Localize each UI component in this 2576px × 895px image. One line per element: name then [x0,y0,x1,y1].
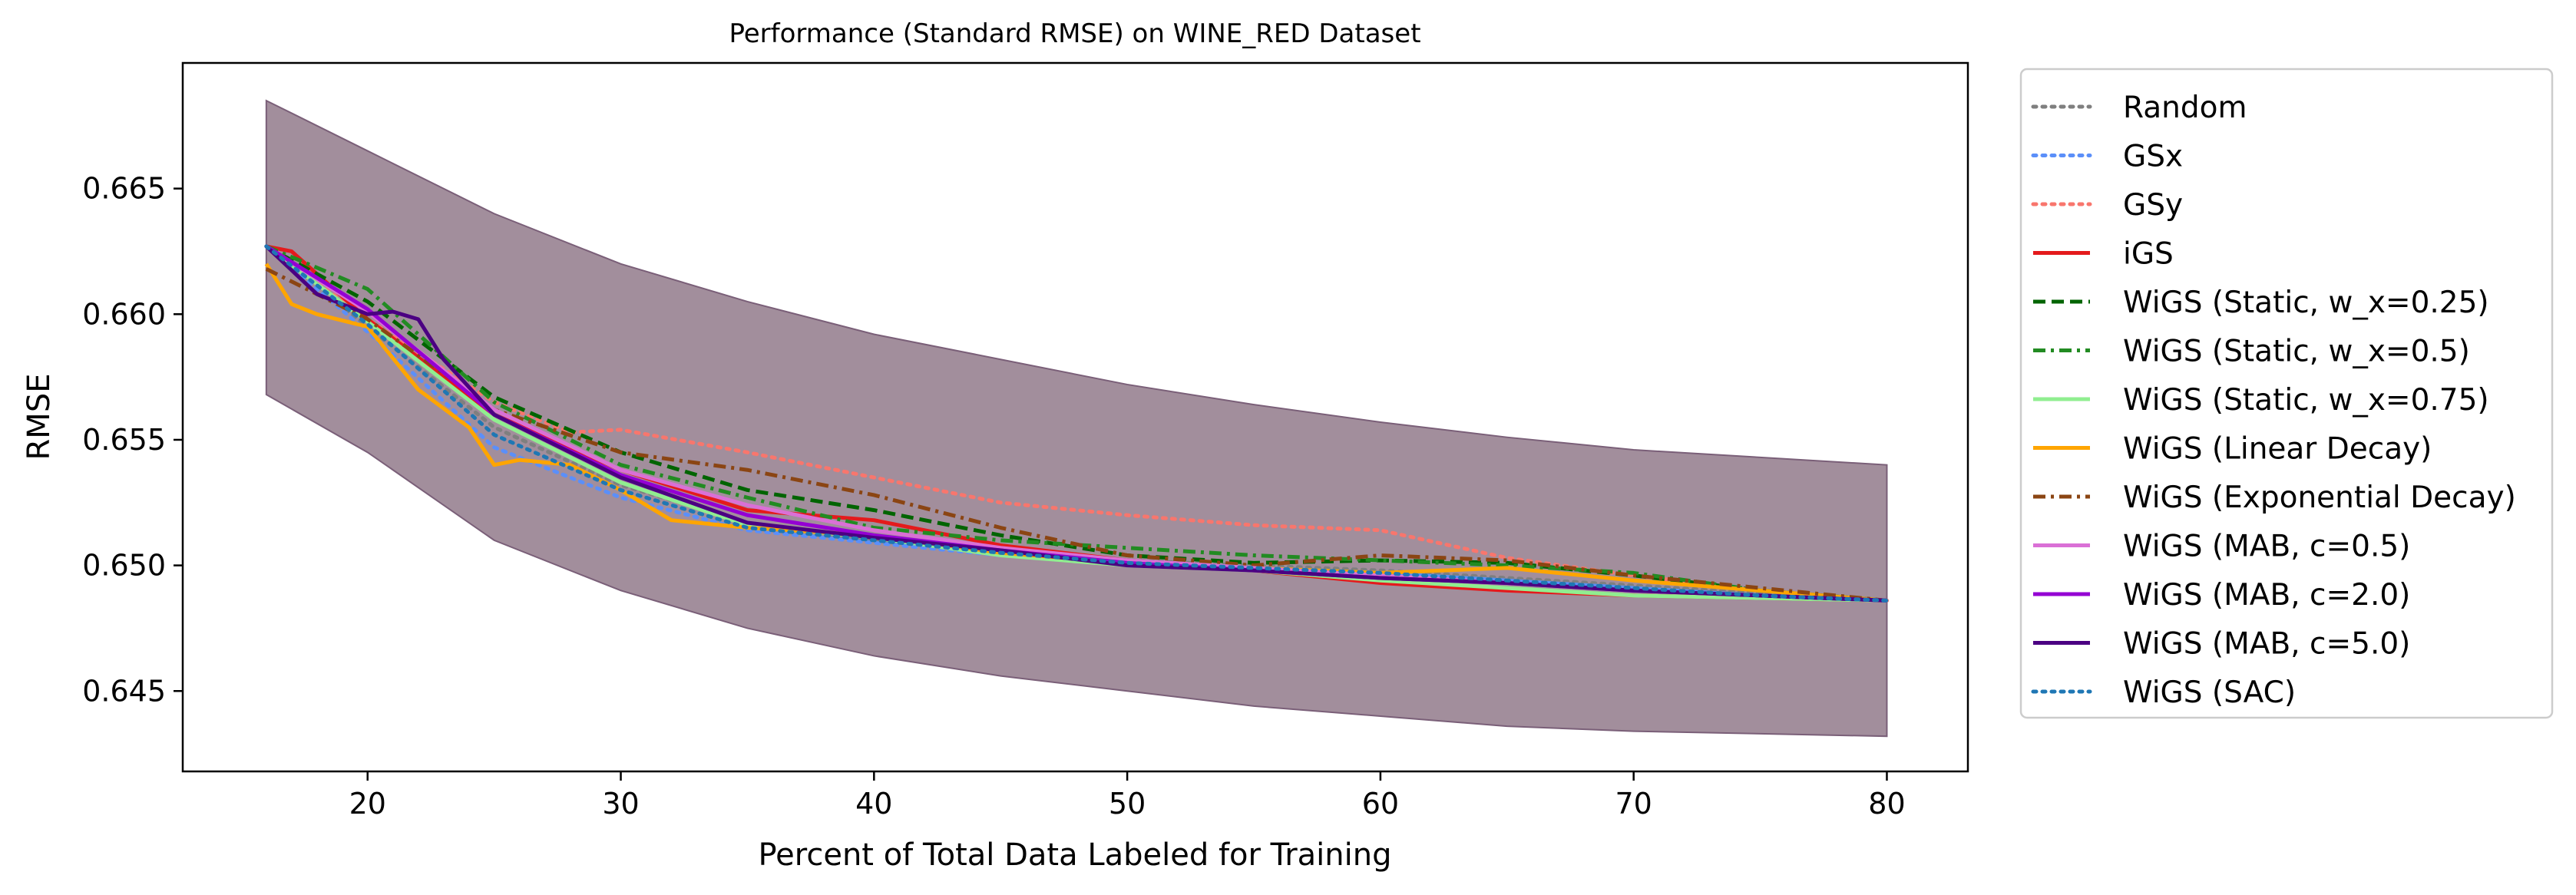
legend-label-10: WiGS (MAB, c=2.0) [2123,578,2410,613]
series-line-5 [265,244,1887,603]
series-line-11 [265,245,1887,603]
series-line-6 [265,244,1887,603]
legend-label-4: WiGS (Static, w_x=0.25) [2123,286,2489,320]
series-lines-layer [264,244,1889,603]
y-axis-ticks: 0.645 0.650 0.655 0.660 0.665 [82,172,183,708]
x-tick-label: 40 [855,787,892,821]
legend: Random GSx GSy iGS WiGS (Static, w_x=0.25) Wi… [2019,68,2554,719]
y-tick-label: 0.650 [82,549,166,583]
legend-label-3: iGS [2123,237,2174,272]
plot-frame [181,61,1969,773]
legend-label-12: WiGS (SAC) [2123,675,2296,710]
legend-label-0: Random [2123,91,2247,125]
legend-label-9: WiGS (MAB, c=0.5) [2123,530,2410,564]
series-line-4 [265,244,1887,603]
legend-label-1: GSx [2123,140,2183,174]
series-line-0 [264,244,1889,603]
x-tick-label: 80 [1868,787,1905,821]
x-tick-label: 60 [1362,787,1399,821]
x-axis-label: Percent of Total Data Labeled for Traini… [758,837,1391,873]
y-tick-label: 0.645 [82,674,166,708]
series-line-7 [264,263,1887,603]
legend-label-6: WiGS (Static, w_x=0.75) [2123,383,2489,418]
legend-label-2: GSy [2123,188,2183,223]
legend-label-5: WiGS (Static, w_x=0.5) [2123,335,2470,369]
series-line-12 [264,244,1889,603]
x-axis-ticks: 20 30 40 50 60 70 80 [349,771,1906,821]
legend-items: Random GSx GSy iGS WiGS (Static, w_x=0.25) Wi… [2031,91,2516,710]
y-tick-label: 0.665 [82,172,166,206]
x-tick-label: 70 [1615,787,1652,821]
y-tick-label: 0.655 [82,423,166,457]
y-tick-label: 0.660 [82,297,166,331]
y-axis-label: RMSE [21,374,57,461]
x-tick-label: 50 [1109,787,1146,821]
plot-area [181,61,1969,773]
chart-title: Performance (Standard RMSE) on WINE_RED … [729,18,1420,49]
x-tick-label: 30 [602,787,639,821]
series-line-8 [265,267,1887,603]
legend-label-11: WiGS (MAB, c=5.0) [2123,627,2410,662]
x-tick-label: 20 [349,787,386,821]
legend-label-8: WiGS (Exponential Decay) [2123,481,2516,515]
legend-frame [2019,68,2554,719]
legend-label-7: WiGS (Linear Decay) [2123,432,2432,467]
